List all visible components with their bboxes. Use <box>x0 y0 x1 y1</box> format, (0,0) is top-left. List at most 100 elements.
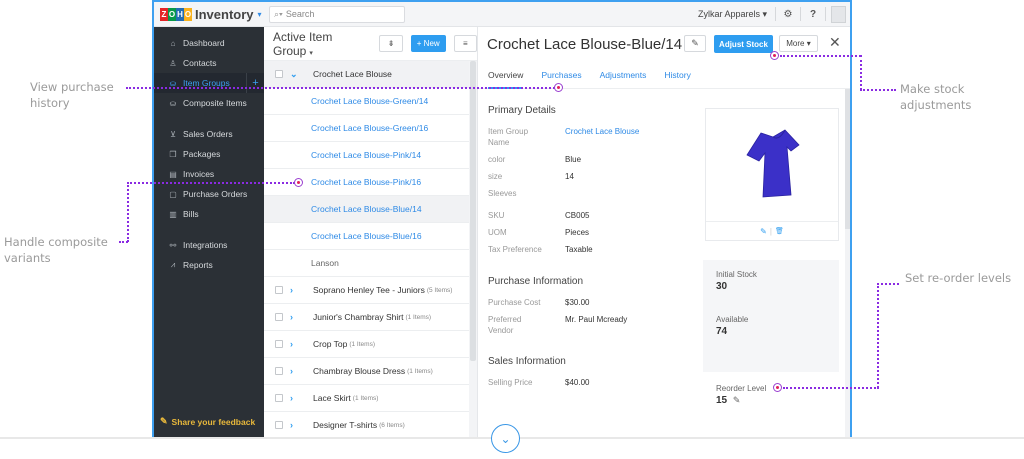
sidebar-item-composite-items[interactable]: ⛀ Composite Items <box>154 93 264 113</box>
table-row[interactable]: › Chambray Blouse Dress (1 Items) <box>264 358 469 385</box>
table-row[interactable]: › Designer T-shirts (6 Items) <box>264 412 469 437</box>
share-feedback-link[interactable]: ✎ Share your feedback <box>160 416 255 427</box>
table-row[interactable]: Crochet Lace Blouse-Green/14 <box>264 88 469 115</box>
annotation-pin <box>773 383 782 392</box>
chevron-right-icon[interactable]: › <box>290 420 293 430</box>
help-icon[interactable]: ? <box>809 8 817 20</box>
table-row[interactable]: Lanson <box>264 250 469 277</box>
pencil-icon[interactable]: ✎ <box>760 226 767 236</box>
row-name[interactable]: Crochet Lace Blouse-Blue/14 <box>311 204 422 214</box>
item-group-link[interactable]: Crochet Lace Blouse <box>565 127 640 136</box>
initial-stock-label: Initial Stock <box>716 270 757 279</box>
integrations-icon: ⚯ <box>169 240 177 250</box>
table-row[interactable]: › Lace Skirt (1 Items) <box>264 385 469 412</box>
table-row[interactable]: Crochet Lace Blouse-Green/16 <box>264 115 469 142</box>
row-name[interactable]: Lanson <box>311 258 339 268</box>
user-icon: ♙ <box>169 58 177 68</box>
bill-icon: ▥ <box>169 209 177 219</box>
field-label: color <box>488 155 506 164</box>
row-name: Designer T-shirts <box>313 420 378 430</box>
table-row[interactable]: Crochet Lace Blouse-Blue/14 <box>264 196 469 223</box>
adjust-stock-button[interactable]: Adjust Stock <box>714 35 773 53</box>
sidebar-item-purchase-orders[interactable]: ▢ Purchase Orders <box>154 184 264 204</box>
connector-line <box>119 241 128 243</box>
row-checkbox[interactable] <box>275 421 283 429</box>
row-checkbox[interactable] <box>275 313 283 321</box>
annotation-purchase-history: View purchase history <box>30 80 114 110</box>
sidebar-item-label: Bills <box>183 209 199 219</box>
field-value: $30.00 <box>565 298 590 307</box>
row-checkbox[interactable] <box>275 367 283 375</box>
more-button[interactable]: More ▾ <box>779 35 818 52</box>
chevron-right-icon[interactable]: › <box>290 285 293 295</box>
detail-scrollbar[interactable] <box>845 89 850 437</box>
scrollbar-thumb[interactable] <box>845 89 850 229</box>
sidebar-item-item-groups[interactable]: ⛀ Item Groups + <box>154 73 264 93</box>
edit-button[interactable]: ✎ <box>684 35 706 52</box>
tab-history[interactable]: History <box>664 70 691 80</box>
scrollbar-thumb[interactable] <box>470 61 476 361</box>
row-name[interactable]: Crochet Lace Blouse-Green/14 <box>311 96 429 106</box>
chevron-right-icon[interactable]: › <box>290 366 293 376</box>
sidebar-item-dashboard[interactable]: ⌂ Dashboard <box>154 33 264 53</box>
available-value: 74 <box>716 326 728 337</box>
connector-line <box>127 182 129 242</box>
search-icon: ⌕▾ <box>274 8 283 19</box>
row-checkbox[interactable] <box>275 394 283 402</box>
chevron-right-icon[interactable]: › <box>290 312 293 322</box>
item-detail-pane: Crochet Lace Blouse-Blue/14 ✎ Adjust Sto… <box>478 27 850 437</box>
row-checkbox[interactable] <box>275 286 283 294</box>
sidebar-item-contacts[interactable]: ♙ Contacts <box>154 53 264 73</box>
table-row[interactable]: ⌄ Crochet Lace Blouse <box>264 61 469 88</box>
field-value: Pieces <box>565 228 590 237</box>
row-name[interactable]: Crochet Lace Blouse-Pink/16 <box>311 177 422 187</box>
row-checkbox[interactable] <box>275 340 283 348</box>
add-item-group-button[interactable]: + <box>246 73 264 93</box>
row-name: Chambray Blouse Dress <box>313 366 406 376</box>
sidebar-item-bills[interactable]: ▥ Bills <box>154 204 264 224</box>
chevron-right-icon[interactable]: › <box>290 393 293 403</box>
table-row[interactable]: › Soprano Henley Tee - Juniors (5 Items) <box>264 277 469 304</box>
table-row[interactable]: Crochet Lace Blouse-Blue/16 <box>264 223 469 250</box>
tab-purchases[interactable]: Purchases <box>541 70 582 80</box>
row-name[interactable]: Crochet Lace Blouse-Green/16 <box>311 123 429 133</box>
close-icon[interactable]: ✕ <box>829 34 841 50</box>
sidebar-item-sales-orders[interactable]: ⊻ Sales Orders <box>154 124 264 144</box>
tab-overview[interactable]: Overview <box>488 65 524 89</box>
sidebar-item-packages[interactable]: ❒ Packages <box>154 144 264 164</box>
row-count: (5 Items) <box>426 286 453 294</box>
table-row[interactable]: › Junior's Chambray Shirt (1 Items) <box>264 304 469 331</box>
chevron-down-icon[interactable]: ⌄ <box>290 68 298 79</box>
search-placeholder: Search <box>285 9 315 19</box>
list-scrollbar[interactable] <box>469 61 477 437</box>
row-name[interactable]: Crochet Lace Blouse-Blue/16 <box>311 231 422 241</box>
list-menu-button[interactable]: ≡ <box>453 35 477 52</box>
avatar[interactable] <box>831 5 846 23</box>
sidebar-item-invoices[interactable]: ▤ Invoices <box>154 164 264 184</box>
chevron-right-icon[interactable]: › <box>290 339 293 349</box>
sidebar-item-integrations[interactable]: ⚯ Integrations <box>154 235 264 255</box>
list-title: Active Item Group <box>273 29 333 58</box>
table-row[interactable]: Crochet Lace Blouse-Pink/16 <box>264 169 469 196</box>
row-checkbox[interactable] <box>275 70 283 78</box>
row-name[interactable]: Crochet Lace Blouse-Pink/14 <box>311 150 422 160</box>
search-input[interactable]: ⌕▾ Search <box>269 5 405 23</box>
table-row[interactable]: Crochet Lace Blouse-Pink/14 <box>264 142 469 169</box>
scroll-down-button[interactable]: ⌄ <box>491 424 520 453</box>
row-count: (6 Items) <box>379 421 405 429</box>
organization-switcher[interactable]: Zylkar Apparels ▾ <box>697 8 767 19</box>
reorder-level-value: 15 ✎ <box>716 395 766 406</box>
new-button[interactable]: + New <box>410 35 446 52</box>
table-row[interactable]: › Crop Top (1 Items) <box>264 331 469 358</box>
sidebar-item-reports[interactable]: ⩘ Reports <box>154 255 264 275</box>
detail-body: Primary Details Item Group Name Crochet L… <box>488 91 698 394</box>
tab-adjustments[interactable]: Adjustments <box>599 70 647 80</box>
sidebar-item-label: Packages <box>183 149 221 159</box>
sort-button[interactable]: ⇟ <box>379 35 403 52</box>
feedback-icon: ✎ <box>160 416 168 426</box>
trash-icon[interactable]: 🗑 <box>774 228 784 235</box>
pencil-icon[interactable]: ✎ <box>732 395 741 405</box>
list-view-selector[interactable]: Active Item Group ▾ <box>273 30 372 58</box>
gear-icon[interactable]: ⚙ <box>783 8 793 20</box>
app-logo[interactable]: Z O H O Inventory ▾ <box>160 7 264 22</box>
